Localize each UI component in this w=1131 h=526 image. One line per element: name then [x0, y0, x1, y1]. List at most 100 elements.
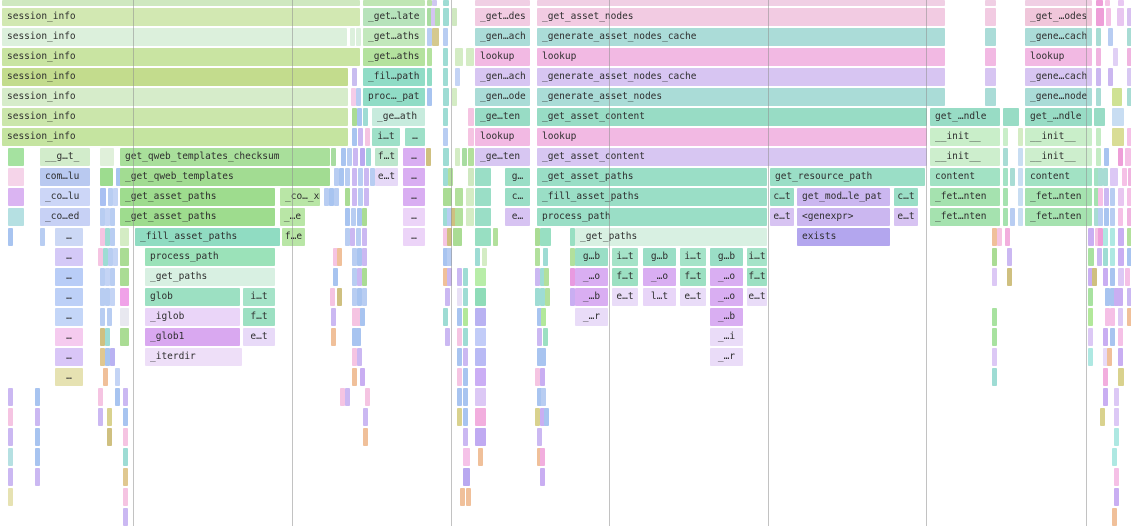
frame-sliver[interactable]: [1118, 288, 1123, 306]
frame-sliver[interactable]: [540, 288, 545, 306]
frame-sliver[interactable]: [100, 228, 105, 246]
frame-sliver[interactable]: [8, 428, 13, 446]
frame-sliver[interactable]: [1127, 188, 1131, 206]
frame[interactable]: _get…late: [363, 8, 425, 26]
frame-sliver[interactable]: [35, 428, 40, 446]
frame[interactable]: e…: [505, 208, 530, 226]
frame-sliver[interactable]: [1127, 8, 1131, 26]
frame-sliver[interactable]: [345, 228, 350, 246]
frame-sliver[interactable]: [1127, 308, 1131, 326]
frame[interactable]: _fill_asset_paths: [135, 228, 280, 246]
frame-sliver[interactable]: [535, 268, 540, 286]
frame[interactable]: __g…t_: [40, 148, 90, 166]
frame[interactable]: session_info: [2, 128, 348, 146]
frame-sliver[interactable]: [329, 188, 334, 206]
frame-sliver[interactable]: [992, 228, 997, 246]
frame-sliver[interactable]: [457, 308, 462, 326]
frame-sliver[interactable]: [8, 448, 13, 466]
frame-sliver[interactable]: [541, 388, 546, 406]
frame-sliver[interactable]: [353, 148, 358, 166]
frame-sliver[interactable]: [1018, 208, 1023, 226]
frame-sliver[interactable]: [1127, 48, 1131, 66]
frame-sliver[interactable]: [107, 428, 112, 446]
frame-sliver[interactable]: [1114, 408, 1119, 426]
frame-sliver[interactable]: [120, 268, 129, 286]
frame-sliver[interactable]: [466, 208, 474, 226]
frame[interactable]: process_path: [537, 208, 767, 226]
frame-sliver[interactable]: [1104, 148, 1109, 166]
frame-sliver[interactable]: [364, 168, 369, 186]
frame-sliver[interactable]: [1127, 68, 1131, 86]
frame-sliver[interactable]: [334, 168, 339, 186]
frame-sliver[interactable]: [1110, 288, 1115, 306]
frame[interactable]: _fet…nten: [930, 188, 1000, 206]
frame-sliver[interactable]: [1007, 268, 1012, 286]
frame[interactable]: _glob1: [145, 328, 240, 346]
frame-sliver[interactable]: [100, 328, 105, 346]
frame[interactable]: e…t: [770, 208, 794, 226]
frame-sliver[interactable]: [443, 48, 448, 66]
frame-sliver[interactable]: [541, 348, 546, 366]
frame-sliver[interactable]: [455, 148, 460, 166]
frame[interactable]: lookup: [475, 128, 530, 146]
frame-sliver[interactable]: [120, 328, 129, 346]
frame-sliver[interactable]: [331, 148, 336, 166]
frame-sliver[interactable]: [100, 208, 105, 226]
frame-sliver[interactable]: [107, 308, 112, 326]
frame-sliver[interactable]: [1110, 328, 1115, 346]
frame[interactable]: _gen…ach: [475, 68, 530, 86]
frame-sliver[interactable]: [1108, 28, 1113, 46]
frame-sliver[interactable]: [1110, 268, 1115, 286]
frame-sliver[interactable]: [1103, 268, 1108, 286]
frame-sliver[interactable]: [1105, 0, 1110, 6]
frame-sliver[interactable]: [475, 288, 486, 306]
frame[interactable]: session_info: [2, 68, 348, 86]
frame-sliver[interactable]: [8, 208, 24, 226]
frame-sliver[interactable]: [570, 228, 575, 246]
frame-sliver[interactable]: [443, 308, 448, 326]
frame-sliver[interactable]: [331, 328, 336, 346]
frame-sliver[interactable]: [985, 8, 996, 26]
frame-sliver[interactable]: [1096, 88, 1101, 106]
frame-sliver[interactable]: [1094, 168, 1099, 186]
frame-sliver[interactable]: [100, 148, 114, 166]
frame-sliver[interactable]: [363, 0, 425, 6]
frame-sliver[interactable]: [537, 388, 542, 406]
frame-sliver[interactable]: [120, 288, 129, 306]
frame-sliver[interactable]: [537, 0, 945, 6]
frame-sliver[interactable]: [352, 248, 357, 266]
frame-sliver[interactable]: [570, 268, 575, 286]
frame-sliver[interactable]: [330, 288, 335, 306]
frame-sliver[interactable]: [535, 288, 540, 306]
frame[interactable]: …: [55, 288, 83, 306]
frame-sliver[interactable]: [1096, 8, 1104, 26]
frame-sliver[interactable]: [537, 308, 542, 326]
frame-sliver[interactable]: [537, 348, 542, 366]
frame-sliver[interactable]: [457, 348, 462, 366]
frame[interactable]: content: [930, 168, 1000, 186]
frame-sliver[interactable]: [457, 228, 462, 246]
frame-sliver[interactable]: [105, 208, 110, 226]
frame-sliver[interactable]: [1092, 268, 1097, 286]
frame[interactable]: …: [403, 148, 425, 166]
frame[interactable]: …: [403, 168, 425, 186]
frame-sliver[interactable]: [431, 8, 436, 26]
frame-sliver[interactable]: [341, 148, 346, 166]
frame-sliver[interactable]: [1096, 48, 1101, 66]
frame[interactable]: c…t: [770, 188, 794, 206]
frame-sliver[interactable]: [493, 228, 498, 246]
frame-sliver[interactable]: [455, 48, 463, 66]
frame-sliver[interactable]: [992, 368, 997, 386]
frame-sliver[interactable]: [108, 188, 113, 206]
frame-sliver[interactable]: [351, 208, 356, 226]
frame-sliver[interactable]: [1003, 188, 1008, 206]
frame-sliver[interactable]: [544, 268, 549, 286]
frame-sliver[interactable]: [1127, 28, 1131, 46]
frame-sliver[interactable]: [540, 368, 545, 386]
frame[interactable]: i…t: [747, 248, 767, 266]
frame[interactable]: _get_asset_paths: [120, 188, 275, 206]
frame-sliver[interactable]: [427, 28, 432, 46]
frame-sliver[interactable]: [1103, 348, 1108, 366]
frame[interactable]: _get_asset_paths: [537, 168, 767, 186]
frame[interactable]: e…t: [894, 208, 918, 226]
